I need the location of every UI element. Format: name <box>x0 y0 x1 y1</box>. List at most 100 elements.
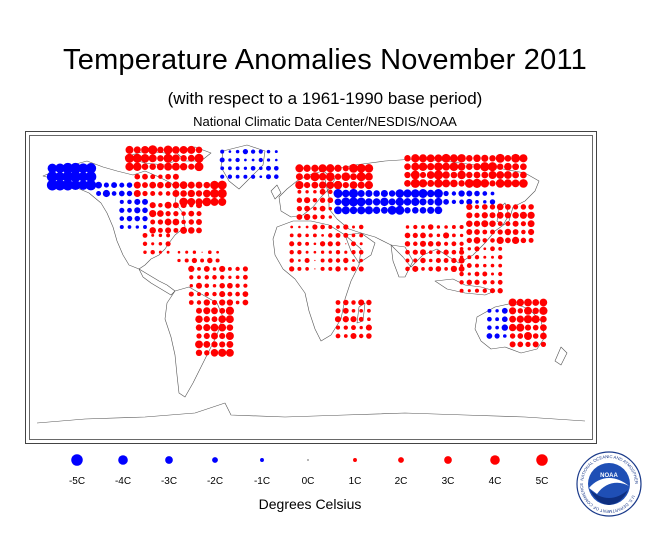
anomaly-dot <box>313 242 317 246</box>
anomaly-dot <box>342 181 349 189</box>
anomaly-dot <box>442 179 451 188</box>
anomaly-dot <box>312 233 317 238</box>
anomaly-dot <box>218 315 227 324</box>
anomaly-dot <box>211 316 218 323</box>
anomaly-dot <box>436 225 441 229</box>
anomaly-dot <box>434 206 443 215</box>
anomaly-dot <box>487 316 492 322</box>
anomaly-dot <box>196 300 202 305</box>
anomaly-dot <box>172 190 180 197</box>
anomaly-dot <box>157 219 164 225</box>
anomaly-dot <box>435 266 442 272</box>
anomaly-dot <box>488 170 497 180</box>
anomaly-dot <box>187 198 196 206</box>
anomaly-dot <box>350 173 357 181</box>
anomaly-dot <box>328 225 333 229</box>
anomaly-dot <box>519 211 527 219</box>
anomaly-dot <box>475 200 479 204</box>
anomaly-dot <box>219 299 226 306</box>
anomaly-dot <box>250 149 256 154</box>
anomaly-dot <box>242 299 249 306</box>
anomaly-dot <box>457 162 466 171</box>
anomaly-dot <box>372 198 381 206</box>
anomaly-dot <box>187 145 196 154</box>
anomaly-dot <box>177 258 181 263</box>
anomaly-dot <box>466 220 473 227</box>
map-inner-border <box>29 135 593 440</box>
anomaly-dot <box>188 300 194 305</box>
anomaly-dot <box>244 158 247 162</box>
anomaly-dot <box>126 182 133 188</box>
anomaly-dot <box>274 150 278 154</box>
anomaly-dot <box>298 225 301 229</box>
anomaly-dot <box>235 275 240 280</box>
anomaly-dot <box>242 291 249 297</box>
anomaly-dot <box>460 264 464 268</box>
anomaly-dot <box>411 189 420 198</box>
anomaly-dot <box>511 236 520 245</box>
anomaly-dot <box>512 212 519 219</box>
anomaly-dot <box>520 237 527 244</box>
british-isles-outline <box>270 184 282 200</box>
legend-label: 0C <box>302 476 315 486</box>
anomaly-dot <box>111 191 117 196</box>
anomaly-dot <box>181 211 186 216</box>
anomaly-dot <box>127 199 132 205</box>
anomaly-dot <box>180 226 188 234</box>
anomaly-dot <box>504 228 512 236</box>
legend-unit-label: Degrees Celsius <box>258 496 362 512</box>
anomaly-dot <box>481 204 488 210</box>
anomaly-dot <box>258 157 263 163</box>
anomaly-dot <box>483 263 487 268</box>
anomaly-dot <box>134 198 141 205</box>
legend-marker <box>71 454 83 466</box>
anomaly-dot <box>490 246 495 252</box>
anomaly-dot <box>207 257 213 264</box>
anomaly-dot <box>235 266 240 272</box>
anomaly-dot <box>504 212 512 219</box>
anomaly-dot <box>449 154 458 163</box>
anomaly-dot <box>349 181 358 189</box>
anomaly-dot <box>540 315 547 323</box>
anomaly-dot <box>149 163 156 170</box>
anomaly-dot <box>498 271 503 277</box>
anomaly-dot <box>459 255 464 259</box>
anomaly-dot <box>483 255 487 259</box>
anomaly-dot <box>421 267 425 271</box>
anomaly-dot <box>225 332 234 340</box>
anomaly-dot <box>489 220 496 227</box>
anomaly-dot <box>243 174 248 179</box>
anomaly-dot <box>164 181 172 189</box>
anomaly-dot <box>62 179 74 191</box>
anomaly-dot <box>191 257 198 264</box>
anomaly-dot <box>195 315 203 323</box>
anomaly-dot <box>297 233 302 238</box>
anomaly-dot <box>158 242 163 246</box>
noaa-logo-icon: NATIONAL OCEANIC AND ATMOSPHERIC ADMINIS… <box>575 450 643 518</box>
anomaly-dot <box>497 288 503 294</box>
anomaly-dot <box>313 206 317 211</box>
anomaly-dot <box>149 227 156 234</box>
anomaly-dot <box>70 180 81 191</box>
anomaly-dot <box>55 163 65 174</box>
legend-label: -1C <box>254 476 270 486</box>
anomaly-dot <box>78 163 89 174</box>
anomaly-dot <box>70 171 81 183</box>
anomaly-dot <box>418 189 428 198</box>
anomaly-dot <box>180 155 187 162</box>
anomaly-dot <box>211 332 218 340</box>
anomaly-dot <box>494 333 500 339</box>
anomaly-dot <box>336 225 340 229</box>
anomaly-dot <box>235 174 240 179</box>
anomaly-dot <box>172 218 180 226</box>
anomaly-dot <box>365 324 372 331</box>
anomaly-dot <box>342 189 350 198</box>
anomaly-dot <box>172 146 180 154</box>
anomaly-dot <box>482 229 488 235</box>
anomaly-dot <box>126 190 133 197</box>
anomaly-dot <box>466 190 473 197</box>
anomaly-dot <box>85 171 97 183</box>
anomaly-dot <box>150 191 156 196</box>
anomaly-dot <box>157 155 164 162</box>
anomaly-dot <box>426 189 435 198</box>
